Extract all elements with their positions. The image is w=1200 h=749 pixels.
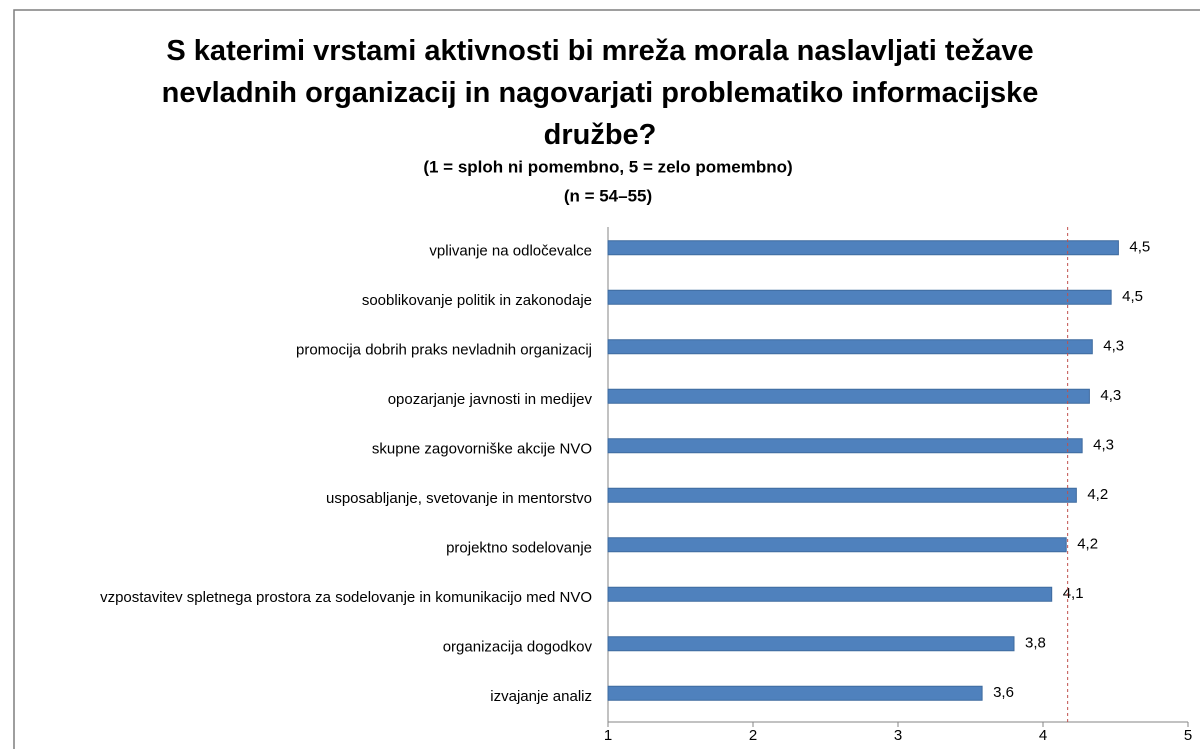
x-tick-label: 4 bbox=[1039, 727, 1047, 744]
category-label: vzpostavitev spletnega prostora za sodel… bbox=[100, 589, 592, 606]
value-label: 3,6 bbox=[993, 684, 1014, 701]
bar bbox=[607, 240, 1119, 256]
category-label: skupne zagovorniške akcije NVO bbox=[372, 441, 592, 458]
subtitle: (n = 54–55) bbox=[564, 186, 652, 205]
bar bbox=[607, 636, 1015, 652]
category-label: vplivanje na odločevalce bbox=[429, 243, 592, 260]
value-label: 3,8 bbox=[1025, 635, 1046, 652]
bar bbox=[607, 586, 1053, 602]
x-tick-label: 2 bbox=[749, 727, 757, 744]
chart-frame bbox=[13, 9, 1200, 749]
bar bbox=[607, 537, 1067, 553]
category-label: izvajanje analiz bbox=[490, 688, 592, 705]
subtitle: (1 = sploh ni pomembno, 5 = zelo pomembn… bbox=[423, 157, 792, 176]
value-label: 4,5 bbox=[1122, 288, 1143, 305]
category-label: opozarjanje javnosti in medijev bbox=[388, 391, 593, 408]
category-label: sooblikovanje politik in zakonodaje bbox=[362, 292, 592, 309]
chart-title: S katerimi vrstami aktivnosti bi mreža m… bbox=[161, 35, 1039, 151]
value-label: 4,1 bbox=[1063, 585, 1084, 602]
x-tick-label: 5 bbox=[1184, 727, 1192, 744]
category-label: promocija dobrih praks nevladnih organiz… bbox=[296, 342, 592, 359]
bar bbox=[607, 438, 1083, 454]
value-label: 4,5 bbox=[1129, 239, 1150, 256]
value-label: 4,3 bbox=[1093, 437, 1114, 454]
value-label: 4,2 bbox=[1087, 486, 1108, 503]
x-tick-label: 1 bbox=[604, 727, 612, 744]
bar bbox=[607, 289, 1112, 305]
value-label: 4,3 bbox=[1100, 387, 1121, 404]
bar bbox=[607, 685, 983, 701]
category-label: projektno sodelovanje bbox=[446, 540, 592, 557]
bar bbox=[607, 339, 1093, 355]
value-label: 4,3 bbox=[1103, 338, 1124, 355]
x-tick-label: 3 bbox=[894, 727, 902, 744]
value-label: 4,2 bbox=[1077, 536, 1098, 553]
bar bbox=[607, 388, 1090, 404]
category-label: usposabljanje, svetovanje in mentorstvo bbox=[326, 490, 592, 507]
bar bbox=[607, 487, 1077, 503]
category-label: organizacija dogodkov bbox=[443, 639, 593, 656]
